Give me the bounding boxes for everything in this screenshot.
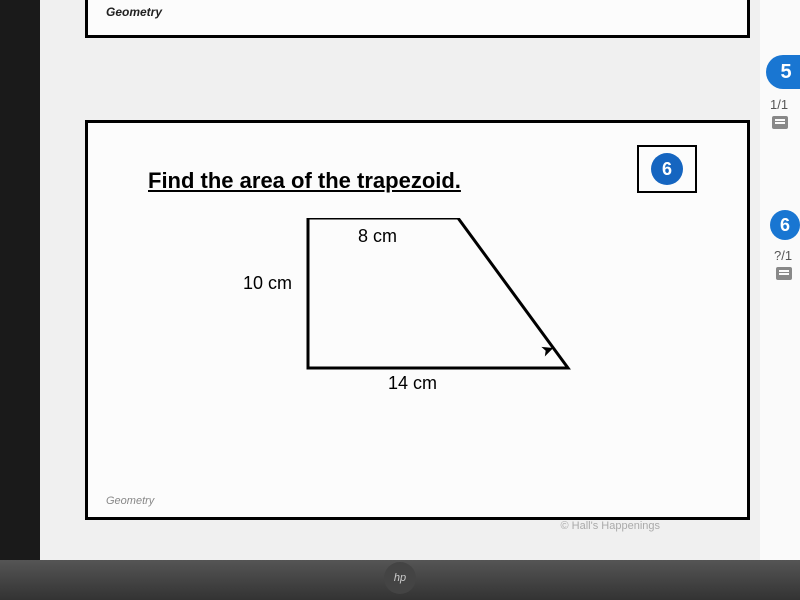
dimension-top: 8 cm [358,226,397,247]
document-area: Geometry Find the area of the trapezoid.… [40,0,760,560]
dimension-left: 10 cm [243,273,292,294]
trapezoid-diagram: 8 cm 10 cm 14 cm ➤ [258,218,598,418]
score-current: ?/1 [774,248,800,263]
subject-footer: Geometry [106,495,154,507]
score-sidebar: 5 1/1 6 ?/1 [760,0,800,560]
comment-icon[interactable] [772,116,788,129]
hp-logo: hp [384,562,416,594]
question-number-box: 6 [637,145,697,193]
question-badge-current: 6 [770,210,800,240]
score-prev: 1/1 [770,97,800,112]
monitor-left-bezel [0,0,40,600]
question-card: Find the area of the trapezoid. 6 8 cm 1… [85,120,750,520]
question-number-circle: 6 [651,153,683,185]
screen-background: Geometry Find the area of the trapezoid.… [0,0,800,600]
monitor-bottom-bezel: hp [0,560,800,600]
trapezoid-polygon [308,218,568,368]
dimension-bottom: 14 cm [388,373,437,394]
previous-question-card: Geometry [85,0,750,38]
trapezoid-shape [258,218,598,398]
question-badge-prev: 5 [766,55,800,89]
subject-label: Geometry [106,5,162,19]
question-title: Find the area of the trapezoid. [148,168,461,194]
copyright-watermark: © Hall's Happenings [561,520,660,532]
comment-icon[interactable] [776,267,792,280]
sidebar-item-current[interactable]: 6 ?/1 [764,210,800,280]
sidebar-item-prev[interactable]: 5 1/1 [760,55,800,129]
